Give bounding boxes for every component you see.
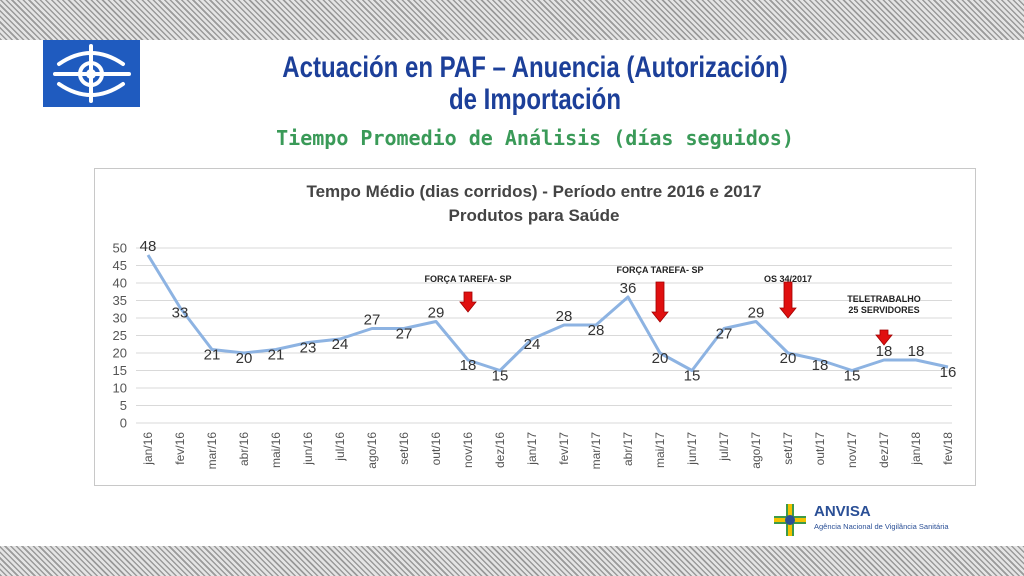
annotation-label: TELETRABALHO bbox=[847, 294, 921, 304]
y-tick-label: 30 bbox=[113, 311, 127, 326]
x-tick-label: mai/17 bbox=[653, 432, 667, 468]
data-label: 36 bbox=[620, 280, 637, 297]
y-tick-label: 35 bbox=[113, 293, 127, 308]
anvisa-cross-icon bbox=[774, 504, 806, 536]
x-tick-label: jul/17 bbox=[717, 432, 731, 462]
x-tick-label: out/16 bbox=[429, 432, 443, 466]
x-tick-label: mar/17 bbox=[589, 432, 603, 470]
x-tick-label: mar/16 bbox=[205, 432, 219, 470]
slide-subtitle: Tiempo Promedio de Análisis (días seguid… bbox=[276, 126, 794, 150]
data-label: 24 bbox=[332, 336, 349, 353]
y-tick-label: 45 bbox=[113, 258, 127, 273]
data-label: 29 bbox=[428, 305, 445, 322]
data-label: 15 bbox=[492, 368, 509, 385]
data-label: 15 bbox=[844, 368, 861, 385]
x-tick-label: dez/17 bbox=[877, 432, 891, 468]
x-tick-label: nov/17 bbox=[845, 432, 859, 468]
y-tick-label: 10 bbox=[113, 381, 127, 396]
x-tick-label: dez/16 bbox=[493, 432, 507, 468]
y-tick-label: 20 bbox=[113, 346, 127, 361]
data-label: 27 bbox=[716, 326, 733, 343]
x-tick-label: fev/18 bbox=[941, 432, 955, 465]
annotation-label: 25 SERVIDORES bbox=[848, 305, 919, 315]
data-label: 20 bbox=[652, 350, 669, 367]
x-tick-label: mai/16 bbox=[269, 432, 283, 468]
chart-title-line1: Tempo Médio (dias corridos) - Período en… bbox=[306, 182, 762, 201]
x-tick-label: nov/16 bbox=[461, 432, 475, 468]
x-tick-label: jan/16 bbox=[141, 432, 155, 466]
data-label: 28 bbox=[556, 308, 573, 325]
annotation-label: OS 34/2017 bbox=[764, 274, 812, 284]
anvisa-name: ANVISA bbox=[814, 503, 871, 520]
annotation-arrow bbox=[779, 281, 797, 319]
x-tick-label: jul/16 bbox=[333, 432, 347, 462]
series-line bbox=[146, 254, 949, 372]
eye-cross-logo-icon bbox=[43, 40, 140, 107]
y-tick-label: 40 bbox=[113, 276, 127, 291]
x-tick-label: jun/16 bbox=[301, 432, 315, 466]
annotation-label: FORÇA TAREFA- SP bbox=[617, 265, 704, 275]
data-label: 48 bbox=[140, 238, 157, 255]
data-label: 18 bbox=[908, 343, 925, 360]
data-label: 20 bbox=[236, 350, 253, 367]
y-tick-label: 5 bbox=[120, 398, 127, 413]
x-tick-label: ago/16 bbox=[365, 432, 379, 469]
chart-frame bbox=[94, 168, 976, 486]
x-tick-label: fev/17 bbox=[557, 432, 571, 465]
data-label: 18 bbox=[460, 357, 477, 374]
data-label: 27 bbox=[396, 326, 413, 343]
data-label: 23 bbox=[300, 340, 317, 357]
x-tick-label: set/17 bbox=[781, 432, 795, 465]
data-label: 24 bbox=[524, 336, 541, 353]
anvisa-footer-logo: ANVISA Agência Nacional de Vigilância Sa… bbox=[770, 500, 970, 540]
data-label: 33 bbox=[172, 305, 189, 322]
chart-title-line2: Produtos para Saúde bbox=[448, 206, 620, 225]
data-label: 20 bbox=[780, 350, 797, 367]
data-label: 21 bbox=[268, 347, 285, 364]
slide-title-line1: Actuación en PAF – Anuencia (Autorizació… bbox=[282, 51, 788, 84]
data-label: 16 bbox=[940, 364, 957, 381]
bottom-hatch-band bbox=[0, 546, 1024, 576]
annotation-arrow bbox=[875, 329, 893, 346]
data-label: 29 bbox=[748, 305, 765, 322]
x-tick-label: abr/16 bbox=[237, 432, 251, 466]
x-tick-label: ago/17 bbox=[749, 432, 763, 469]
data-label: 27 bbox=[364, 312, 381, 329]
annotation-arrow bbox=[459, 291, 477, 313]
y-tick-label: 25 bbox=[113, 328, 127, 343]
y-tick-label: 50 bbox=[113, 241, 127, 256]
x-tick-label: abr/17 bbox=[621, 432, 635, 466]
annotation-label: FORÇA TAREFA- SP bbox=[425, 274, 512, 284]
y-tick-label: 15 bbox=[113, 363, 127, 378]
y-tick-label: 0 bbox=[120, 416, 127, 431]
x-tick-label: fev/16 bbox=[173, 432, 187, 465]
anvisa-full-name: Agência Nacional de Vigilância Sanitária bbox=[814, 522, 949, 531]
top-hatch-band bbox=[0, 0, 1024, 40]
x-tick-label: out/17 bbox=[813, 432, 827, 466]
data-label: 15 bbox=[684, 368, 701, 385]
data-label: 18 bbox=[876, 343, 893, 360]
x-tick-label: jan/17 bbox=[525, 432, 539, 466]
data-label: 28 bbox=[588, 322, 605, 339]
slide-title-line2: de Importación bbox=[448, 83, 622, 116]
annotation-arrow bbox=[651, 281, 669, 323]
x-tick-label: jan/18 bbox=[909, 432, 923, 466]
data-label: 18 bbox=[812, 357, 829, 374]
x-tick-label: jun/17 bbox=[685, 432, 699, 466]
x-tick-label: set/16 bbox=[397, 432, 411, 465]
data-label: 21 bbox=[204, 347, 221, 364]
